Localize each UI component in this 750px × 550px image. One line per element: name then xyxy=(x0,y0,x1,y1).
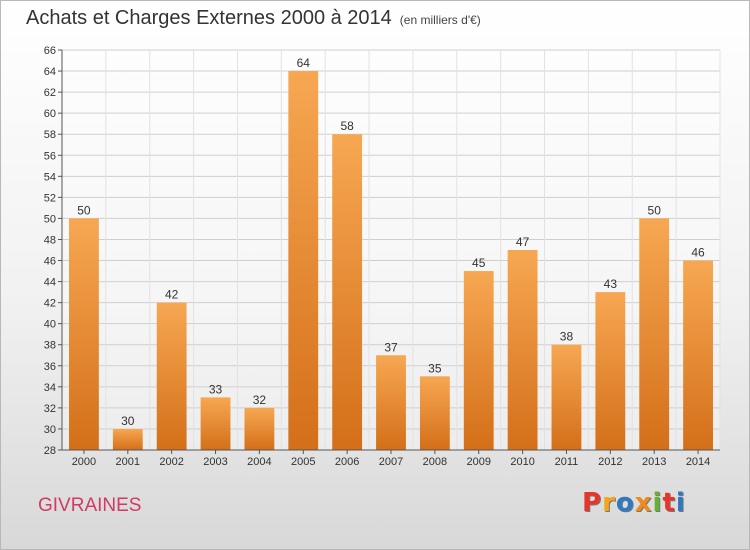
y-tick-label: 38 xyxy=(44,340,56,352)
chart-title: Achats et Charges Externes 2000 à 2014 (e… xyxy=(26,7,481,30)
y-tick-label: 60 xyxy=(44,108,56,120)
x-tick-label: 2011 xyxy=(555,456,579,468)
proxiti-logo[interactable]: Proxiti xyxy=(582,488,686,518)
data-label: 32 xyxy=(253,393,267,407)
data-label: 35 xyxy=(428,361,442,375)
y-tick-label: 28 xyxy=(44,445,56,457)
x-tick-label: 2004 xyxy=(247,456,271,468)
bar xyxy=(551,344,582,450)
y-tick-label: 50 xyxy=(44,213,56,225)
data-label: 58 xyxy=(340,119,354,133)
y-tick-label: 32 xyxy=(44,403,56,415)
bar xyxy=(507,250,538,450)
data-label: 37 xyxy=(384,340,398,354)
data-label: 47 xyxy=(516,235,530,249)
city-name: GIVRAINES xyxy=(38,495,142,516)
y-tick-label: 56 xyxy=(44,150,56,162)
y-tick-label: 62 xyxy=(44,87,56,99)
x-tick-label: 2000 xyxy=(72,456,96,468)
y-tick-label: 44 xyxy=(44,277,56,289)
bars: 50 30 42 33 32 64 58 37 35 45 47 38 43 50 46 xyxy=(69,56,713,451)
data-label: 38 xyxy=(560,330,574,344)
logo-letter: t xyxy=(662,488,676,518)
bar xyxy=(69,218,99,450)
data-label: 30 xyxy=(121,414,135,428)
y-tick-label: 30 xyxy=(44,424,56,436)
x-tick-label: 2008 xyxy=(423,456,447,468)
bar xyxy=(112,428,143,450)
logo-letter: i xyxy=(652,488,663,518)
bar xyxy=(419,376,450,450)
bar xyxy=(639,218,670,450)
data-label: 42 xyxy=(165,288,179,302)
x-tick-label: 2012 xyxy=(598,456,622,468)
bar xyxy=(595,292,626,450)
y-tick-label: 34 xyxy=(44,382,56,394)
bar xyxy=(244,407,275,450)
data-label: 64 xyxy=(297,56,311,70)
bar xyxy=(683,260,713,450)
x-tick-label: 2013 xyxy=(642,456,666,468)
bar xyxy=(463,271,494,450)
y-tick-label: 40 xyxy=(44,319,56,331)
bar xyxy=(332,134,363,451)
x-tick-label: 2003 xyxy=(203,456,227,468)
bar xyxy=(200,397,231,450)
logo-letter: r xyxy=(602,488,616,518)
y-tick-label: 64 xyxy=(44,66,56,78)
y-tick-label: 66 xyxy=(44,45,56,57)
y-tick-label: 52 xyxy=(44,192,56,204)
title-text: Achats et Charges Externes 2000 à 2014 xyxy=(26,7,392,29)
x-tick-label: 2007 xyxy=(379,456,403,468)
y-tick-label: 36 xyxy=(44,361,56,373)
data-label: 50 xyxy=(648,203,662,217)
logo-letter: o xyxy=(615,488,635,518)
x-tick-label: 2002 xyxy=(159,456,183,468)
bar xyxy=(288,71,319,450)
x-tick-label: 2014 xyxy=(686,456,710,468)
data-label: 50 xyxy=(77,203,91,217)
x-tick-label: 2010 xyxy=(510,456,534,468)
logo-letter: P xyxy=(582,488,603,518)
chart-subtitle: (en milliers d'€) xyxy=(399,13,481,27)
axes: 28 30 32 34 36 38 40 42 44 46 48 50 52 54 56 58 60 62 64 66… xyxy=(44,45,720,468)
data-label: 46 xyxy=(691,246,705,260)
data-label: 45 xyxy=(472,256,486,270)
data-label: 43 xyxy=(604,277,618,291)
y-tick-label: 46 xyxy=(44,256,56,268)
x-tick-label: 2001 xyxy=(116,456,140,468)
x-tick-label: 2009 xyxy=(466,456,490,468)
y-tick-label: 42 xyxy=(44,298,56,310)
x-tick-label: 2006 xyxy=(335,456,359,468)
y-tick-label: 58 xyxy=(44,129,56,141)
logo-letter: i xyxy=(675,488,686,518)
logo-letter: x xyxy=(634,488,653,518)
data-label: 33 xyxy=(209,382,223,396)
y-tick-label: 54 xyxy=(44,171,56,183)
bar xyxy=(376,355,406,450)
bar xyxy=(156,302,187,450)
y-tick-label: 48 xyxy=(44,234,56,246)
x-tick-label: 2005 xyxy=(291,456,315,468)
